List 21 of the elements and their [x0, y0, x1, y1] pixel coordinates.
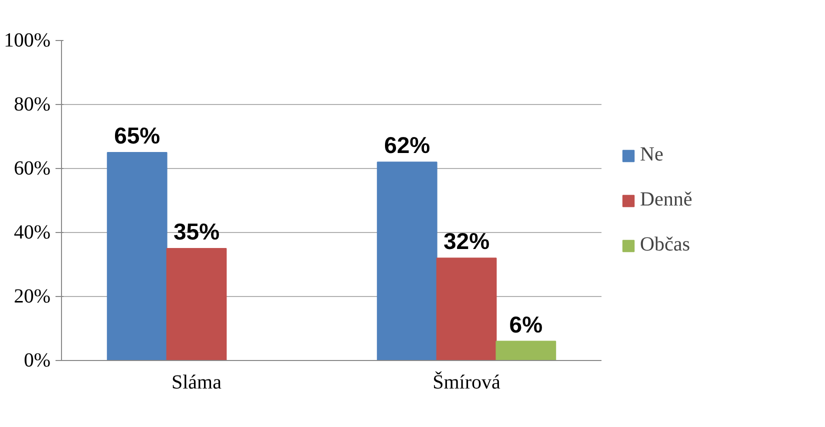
data-label: 35% [173, 218, 220, 244]
data-label: 65% [114, 122, 160, 148]
x-tick-label: Sláma [172, 372, 222, 394]
bar [166, 248, 227, 360]
y-tick-label: 20% [14, 286, 51, 308]
y-tick-label: 0% [24, 350, 51, 372]
bar [496, 340, 556, 360]
bar [436, 258, 497, 360]
y-tick-label: 60% [14, 158, 51, 180]
y-tick-label: 100% [4, 30, 51, 52]
bar [376, 162, 438, 360]
y-tick-label: 80% [14, 94, 51, 116]
data-label: 62% [384, 132, 430, 158]
bar [106, 152, 168, 360]
x-tick-label: Šmírová [432, 370, 501, 394]
data-label: 6% [509, 311, 543, 338]
legend-label: Ne [640, 144, 664, 166]
legend-label: Občas [640, 234, 690, 256]
y-tick-label: 40% [14, 222, 51, 244]
data-label: 32% [443, 228, 490, 254]
legend-label: Denně [640, 188, 692, 212]
